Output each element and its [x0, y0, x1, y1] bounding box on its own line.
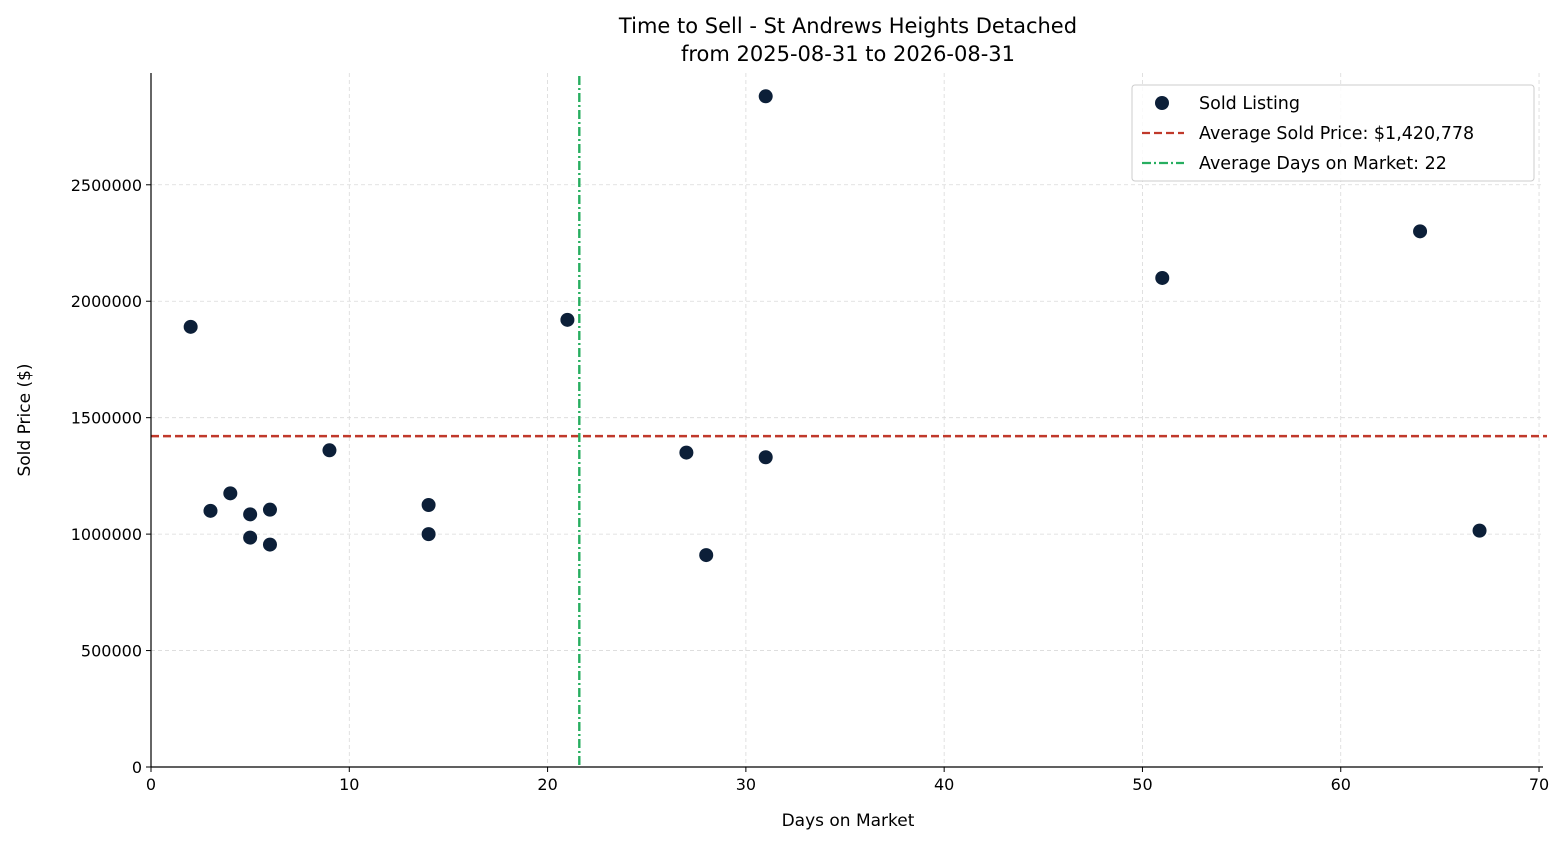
chart-title-line-2: from 2025-08-31 to 2026-08-31: [681, 42, 1015, 66]
data-point: [322, 443, 337, 458]
data-point: [1413, 224, 1428, 239]
legend-label-sold-listing: Sold Listing: [1199, 94, 1300, 114]
data-point: [203, 503, 218, 518]
chart-title-line-1: Time to Sell - St Andrews Heights Detach…: [618, 14, 1077, 38]
data-point: [183, 319, 198, 334]
data-point: [243, 507, 258, 522]
x-tick-label: 40: [934, 775, 954, 794]
y-tick-label: 0: [132, 758, 142, 777]
data-point: [262, 537, 277, 552]
data-point: [262, 502, 277, 517]
y-axis-label: Sold Price ($): [15, 363, 35, 476]
data-point: [421, 498, 436, 513]
data-point: [1472, 523, 1487, 538]
data-point: [243, 530, 258, 545]
y-tick-label: 2000000: [71, 292, 142, 311]
x-tick-label: 50: [1132, 775, 1152, 794]
y-tick-label: 500000: [81, 642, 142, 661]
y-tick-label: 1500000: [71, 409, 142, 428]
x-tick-label: 70: [1529, 775, 1549, 794]
data-point: [699, 548, 714, 563]
grid: [151, 73, 1543, 767]
data-point: [1155, 270, 1170, 285]
data-point: [679, 445, 694, 460]
legend: Sold Listing Average Sold Price: $1,420,…: [1131, 84, 1535, 182]
x-axis-label: Days on Market: [782, 811, 915, 831]
x-tick-label: 10: [339, 775, 359, 794]
data-point: [223, 486, 238, 501]
y-tick-label: 1000000: [71, 525, 142, 544]
legend-marker-sold-listing: [1155, 96, 1169, 110]
x-tick-label: 30: [736, 775, 756, 794]
x-tick-label: 60: [1331, 775, 1351, 794]
y-tick-label: 2500000: [71, 176, 142, 195]
data-point: [421, 527, 436, 542]
axes: [146, 73, 1543, 772]
reference-lines: [151, 76, 1547, 767]
x-tick-label: 0: [146, 775, 156, 794]
legend-label-avg-price: Average Sold Price: $1,420,778: [1199, 124, 1474, 144]
tick-labels: 0 10 20 30 40 50 60 70 0 500000 1000000 1500000 2000…: [71, 176, 1549, 794]
data-points: [183, 89, 1487, 563]
data-point: [758, 89, 773, 104]
legend-label-avg-days: Average Days on Market: 22: [1199, 154, 1447, 174]
data-point: [758, 450, 773, 465]
legend-frame: [1131, 84, 1535, 182]
data-point: [560, 312, 575, 327]
x-tick-label: 20: [537, 775, 557, 794]
